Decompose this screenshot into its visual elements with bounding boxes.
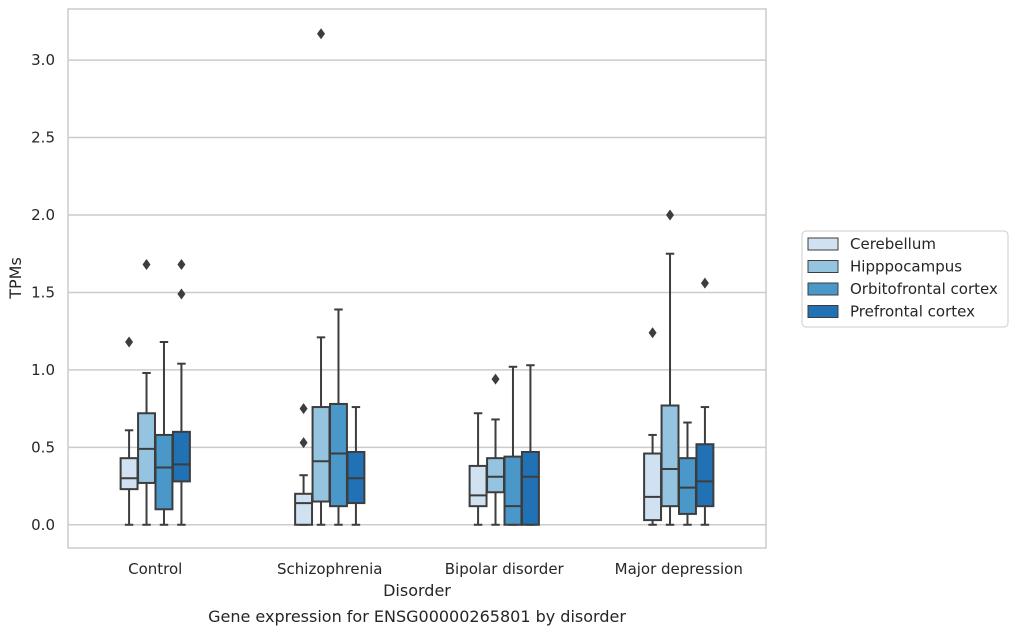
box (503, 365, 523, 526)
outlier-point (299, 437, 308, 449)
box (119, 336, 139, 526)
y-tick-label: 1.0 (31, 361, 55, 379)
outlier-point (299, 403, 308, 415)
iqr-box (695, 443, 715, 508)
box (329, 308, 348, 526)
legend-label: Hipppocampus (850, 258, 962, 276)
legend-swatch (807, 305, 839, 318)
y-tick-label: 0.0 (31, 516, 55, 534)
iqr-box (468, 464, 488, 508)
iqr-box (643, 452, 663, 522)
iqr-box (311, 406, 331, 503)
box (311, 28, 331, 526)
legend-item: Prefrontal cortex (807, 303, 975, 321)
outlier-point (177, 259, 186, 271)
y-tick-label: 1.5 (31, 283, 55, 301)
x-axis-label: Disorder (383, 581, 451, 600)
iqr-box (294, 492, 314, 526)
legend-swatch (807, 282, 839, 296)
iqr-box (171, 430, 191, 483)
iqr-box (678, 457, 697, 515)
x-tick-label: Control (128, 560, 182, 578)
box-series (119, 28, 715, 526)
box (154, 341, 174, 526)
legend-swatch (807, 260, 839, 273)
box (643, 327, 663, 526)
box (468, 412, 488, 526)
x-tick-label: Bipolar disorder (445, 560, 565, 578)
box (660, 209, 680, 526)
box (137, 259, 156, 526)
legend-label: Cerebellum (850, 235, 936, 253)
outlier-point (142, 259, 151, 271)
outlier-point (317, 28, 326, 40)
iqr-box (660, 404, 680, 508)
iqr-box (520, 450, 540, 526)
box (294, 403, 314, 526)
iqr-box (329, 402, 348, 508)
legend-label: Orbitofrontal cortex (850, 280, 998, 298)
outlier-point (125, 336, 134, 348)
legend-item: Hipppocampus (807, 258, 962, 276)
series-group (171, 259, 715, 526)
legend-item: Orbitofrontal cortex (807, 280, 998, 298)
box (171, 259, 191, 526)
y-axis-label: TPMs (6, 257, 25, 300)
outlier-point (648, 327, 657, 339)
y-tick-label: 2.5 (31, 129, 55, 147)
legend-swatch (807, 237, 839, 251)
chart-caption: Gene expression for ENSG00000265801 by d… (208, 607, 626, 626)
y-tick-label: 2.0 (31, 206, 55, 224)
iqr-box (154, 433, 174, 511)
outlier-point (700, 277, 709, 289)
plot-frame (67, 8, 767, 549)
y-axis-ticks: 0.0 0.5 1.0 1.5 2.0 2.5 3.0 (31, 51, 55, 534)
x-tick-label: Schizophrenia (277, 560, 382, 578)
x-axis-ticks: Control Schizophrenia Bipolar disorder Majo… (128, 560, 743, 578)
outlier-point (177, 288, 186, 300)
legend-item: Cerebellum (807, 235, 936, 253)
box (678, 421, 697, 526)
y-tick-label: 0.5 (31, 438, 55, 456)
outlier-point (491, 373, 500, 385)
iqr-box (119, 457, 139, 491)
box (486, 373, 505, 526)
box (346, 406, 366, 526)
box (695, 277, 715, 526)
outlier-point (666, 209, 675, 221)
series-group (137, 28, 680, 526)
y-tick-label: 3.0 (31, 51, 55, 69)
legend: Cerebellum Hipppocampus Orbitofrontal cort… (801, 230, 1009, 328)
iqr-box (486, 457, 505, 494)
series-group (154, 308, 697, 526)
x-tick-label: Major depression (615, 560, 743, 578)
legend-frame (801, 230, 1009, 328)
legend-label: Prefrontal cortex (850, 303, 975, 321)
box (520, 364, 540, 526)
iqr-box (503, 455, 523, 526)
series-group (119, 327, 663, 526)
